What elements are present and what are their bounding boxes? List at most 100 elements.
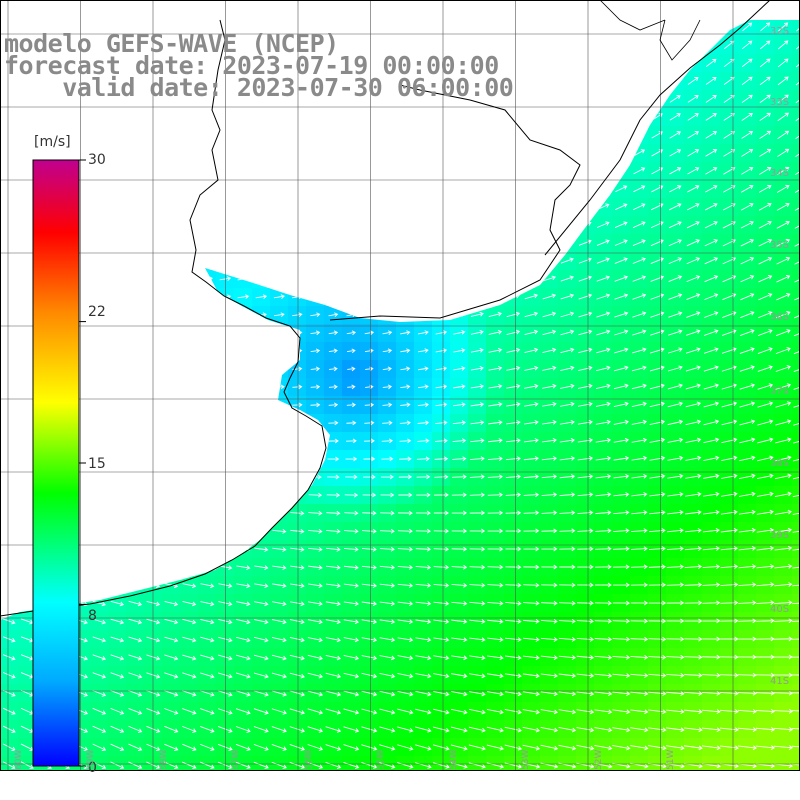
wind-arrow [541, 582, 558, 588]
wind-arrow [741, 130, 754, 139]
wind-arrow [433, 690, 450, 697]
wind-arrow [254, 583, 269, 589]
wind-arrow [542, 293, 557, 300]
wind-arrow [666, 618, 685, 624]
wind-arrow [541, 546, 558, 552]
wind-arrow [255, 276, 268, 281]
wind-arrow [289, 619, 305, 625]
wind-arrow [687, 131, 700, 139]
wind-arrow [666, 745, 685, 751]
wind-arrow [741, 148, 754, 157]
wind-arrow [563, 6, 572, 12]
wind-arrow [559, 474, 576, 479]
wind-arrow [325, 744, 342, 751]
wind-cell [126, 180, 145, 199]
wind-arrow [4, 348, 15, 354]
wind-cell [198, 234, 217, 253]
wind-arrow [666, 727, 685, 733]
wind-arrow [164, 493, 178, 498]
wind-cell [414, 144, 433, 163]
wind-arrow [757, 419, 774, 426]
wind-arrow [237, 312, 250, 318]
wind-cell [90, 378, 109, 397]
wind-cell [792, 360, 800, 379]
wind-arrow [705, 76, 717, 85]
wind-arrow [201, 402, 214, 408]
wind-arrow [524, 365, 539, 371]
wind-arrow [110, 743, 125, 751]
wind-cell [162, 522, 181, 541]
wind-cell [234, 108, 253, 127]
wind-arrow [254, 565, 269, 570]
wind-arrow [453, 366, 466, 371]
wind-arrow [506, 329, 521, 335]
wind-arrow [325, 619, 341, 625]
wind-arrow [182, 601, 197, 607]
wind-arrow [540, 655, 558, 660]
wind-arrow [632, 239, 646, 246]
wind-arrow [650, 329, 665, 336]
wind-arrow [432, 744, 450, 751]
wind-cell [90, 0, 109, 19]
wind-arrow [219, 312, 232, 318]
wind-cell [126, 540, 145, 559]
wind-arrow [327, 474, 340, 480]
wind-cell [108, 522, 127, 541]
lat-label-36s: 36S [770, 312, 790, 323]
wind-cell [180, 414, 199, 433]
wind-arrow [92, 725, 107, 733]
wind-arrow [435, 149, 447, 156]
wind-arrow [92, 582, 106, 589]
wind-cell [180, 144, 199, 163]
wind-cell [0, 432, 19, 451]
wind-arrow [558, 744, 577, 751]
wind-arrow [558, 673, 577, 679]
wind-arrow [486, 744, 504, 751]
wind-arrow [738, 618, 757, 624]
wind-arrow [237, 384, 250, 390]
wind-arrow [794, 256, 800, 265]
wind-arrow [167, 7, 174, 11]
wind-arrow [576, 673, 595, 678]
wind-arrow [470, 347, 484, 353]
wind-arrow [559, 510, 576, 516]
wind-cell [378, 108, 397, 127]
wind-arrow [437, 6, 445, 11]
wind-arrow [468, 726, 486, 733]
wind-cell [324, 252, 343, 271]
wind-cell [792, 702, 800, 721]
wind-arrow [523, 600, 540, 606]
wind-arrow [543, 167, 556, 174]
wind-arrow [613, 383, 629, 390]
wind-arrow [707, 5, 716, 12]
wind-cell [540, 0, 559, 19]
wind-arrow [21, 348, 33, 354]
wind-arrow [417, 384, 429, 390]
wind-arrow [721, 401, 738, 408]
wind-arrow [2, 654, 16, 661]
wind-arrow [307, 654, 323, 661]
wind-arrow [487, 564, 504, 570]
wind-arrow [110, 636, 125, 643]
wind-arrow [110, 707, 125, 715]
wind-arrow [757, 437, 774, 444]
wind-arrow [487, 510, 504, 516]
wind-arrow [704, 293, 719, 301]
wind-arrow [453, 293, 466, 299]
wind-arrow [668, 329, 683, 336]
wind-arrow [594, 655, 613, 660]
wind-arrow [758, 293, 773, 301]
wind-arrow [182, 743, 197, 751]
wind-cell [594, 54, 613, 73]
wind-arrow [327, 258, 339, 263]
wind-cell [126, 108, 145, 127]
wind-arrow [347, 6, 355, 11]
wind-cell [648, 54, 667, 73]
wind-cell [0, 504, 19, 523]
wind-arrow [401, 6, 409, 11]
wind-arrow [128, 583, 143, 589]
wind-arrow [128, 636, 143, 643]
wind-arrow [165, 438, 178, 444]
wind-arrow [435, 420, 448, 426]
wind-arrow [236, 492, 251, 498]
